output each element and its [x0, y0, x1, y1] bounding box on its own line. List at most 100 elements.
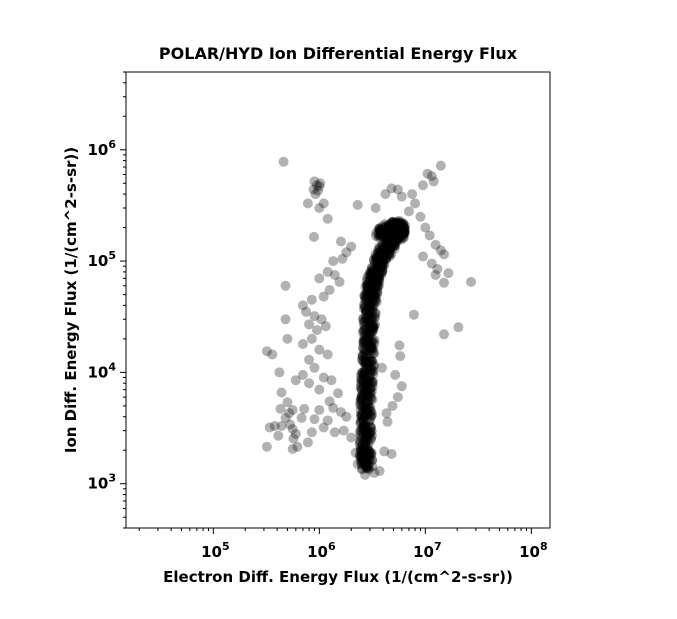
scatter-point	[309, 362, 320, 373]
scatter-point	[362, 291, 373, 302]
scatter-point	[381, 252, 392, 263]
scatter-point	[390, 223, 401, 234]
scatter-point	[366, 283, 377, 294]
scatter-point	[282, 397, 293, 408]
scatter-point	[359, 385, 370, 396]
scatter-point	[362, 282, 373, 293]
scatter-point	[304, 354, 315, 365]
scatter-point	[267, 349, 278, 360]
scatter-point	[358, 338, 369, 349]
scatter-point	[364, 313, 375, 324]
scatter-point	[360, 294, 371, 305]
scatter-point	[388, 218, 399, 229]
scatter-point	[394, 222, 405, 233]
scatter-point	[392, 233, 403, 244]
scatter-point	[374, 263, 385, 274]
scatter-point	[361, 455, 372, 466]
scatter-point	[362, 456, 373, 467]
scatter-point	[361, 289, 372, 300]
scatter-point	[356, 394, 367, 405]
scatter-point	[375, 226, 386, 237]
scatter-point	[374, 249, 385, 260]
scatter-point	[390, 217, 401, 228]
scatter-point	[363, 376, 374, 387]
scatter-point	[363, 464, 374, 475]
scatter-point	[363, 463, 374, 474]
scatter-point	[370, 230, 381, 241]
scatter-point	[290, 375, 301, 386]
scatter-point	[356, 411, 367, 422]
scatter-point	[365, 305, 376, 316]
scatter-point	[361, 462, 372, 473]
scatter-point	[360, 435, 371, 446]
scatter-point	[399, 227, 410, 238]
scatter-point	[363, 416, 374, 427]
scatter-point	[366, 320, 377, 331]
scatter-point	[384, 224, 395, 235]
scatter-point	[373, 232, 384, 243]
scatter-point	[388, 226, 399, 237]
scatter-point	[360, 457, 371, 468]
scatter-point	[375, 249, 386, 260]
scatter-point	[365, 337, 376, 348]
scatter-point	[453, 322, 464, 333]
scatter-point	[364, 329, 375, 340]
scatter-point	[372, 263, 383, 274]
scatter-point	[364, 273, 375, 284]
scatter-point	[371, 263, 382, 274]
scatter-point	[377, 258, 388, 269]
scatter-point	[358, 451, 369, 462]
scatter-point	[363, 319, 374, 330]
scatter-point	[365, 321, 376, 332]
scatter-point	[376, 250, 387, 261]
scatter-point	[359, 302, 370, 313]
scatter-point	[357, 453, 368, 464]
scatter-point	[366, 433, 377, 444]
scatter-point	[359, 320, 370, 331]
scatter-point	[439, 277, 449, 288]
scatter-point	[358, 325, 369, 336]
scatter-point	[358, 374, 369, 385]
scatter-point	[359, 335, 370, 346]
scatter-point	[393, 215, 404, 226]
scatter-point	[378, 227, 389, 238]
y-axis-label: Ion Diff. Energy Flux (1/(cm^2-s-sr))	[62, 147, 80, 453]
scatter-point	[381, 240, 392, 251]
scatter-point	[361, 378, 372, 389]
scatter-point	[357, 440, 368, 451]
scatter-point	[385, 244, 396, 255]
scatter-point	[358, 449, 369, 460]
scatter-point	[360, 329, 371, 340]
scatter-point	[362, 332, 373, 343]
scatter-point	[389, 234, 400, 245]
scatter-point	[388, 218, 399, 229]
scatter-point	[370, 276, 381, 287]
scatter-point	[360, 323, 371, 334]
scatter-point	[387, 237, 398, 248]
scatter-point	[333, 388, 343, 399]
scatter-point	[396, 225, 407, 236]
scatter-point	[386, 235, 397, 246]
scatter-point	[361, 275, 372, 286]
scatter-point	[366, 298, 377, 309]
scatter-point	[369, 359, 380, 370]
scatter-point	[390, 223, 401, 234]
scatter-point	[387, 216, 398, 227]
scatter-point	[388, 218, 399, 229]
scatter-point	[387, 225, 398, 236]
scatter-point	[361, 289, 372, 300]
scatter-point	[372, 270, 383, 281]
scatter-point	[369, 335, 380, 346]
scatter-point	[390, 369, 401, 380]
scatter-point	[387, 220, 398, 231]
scatter-point	[357, 454, 368, 465]
scatter-point	[385, 228, 396, 239]
scatter-point	[377, 254, 388, 265]
scatter-point	[397, 223, 408, 234]
scatter-point	[397, 220, 408, 231]
scatter-point	[362, 462, 373, 473]
scatter-point	[361, 406, 372, 417]
scatter-point	[370, 319, 381, 330]
scatter-point	[314, 344, 325, 355]
scatter-point	[361, 419, 372, 430]
